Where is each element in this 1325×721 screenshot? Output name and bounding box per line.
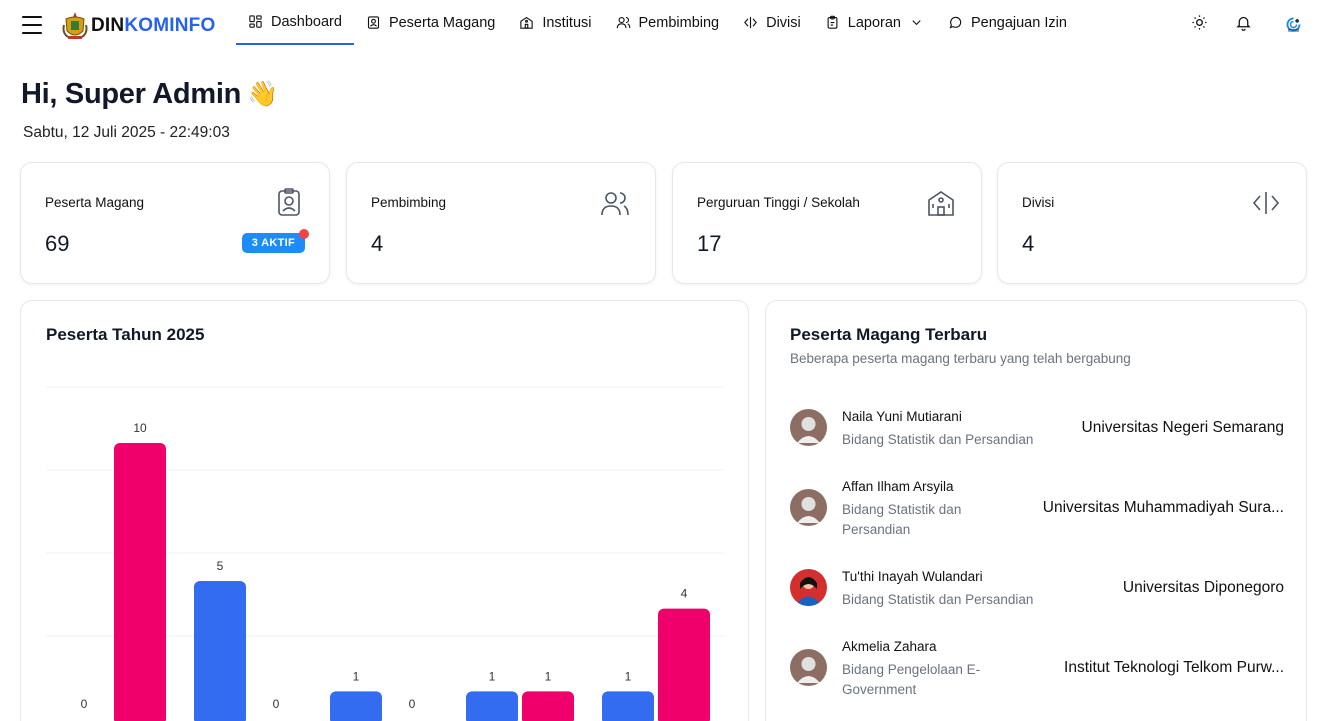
active-badge: 3 AKTIF bbox=[241, 229, 309, 253]
nav-divisi[interactable]: Divisi bbox=[731, 0, 813, 45]
intern-institution: Institut Teknologi Telkom Purw... bbox=[1064, 659, 1284, 676]
menu-toggle-icon[interactable] bbox=[22, 16, 42, 34]
current-datetime: Sabtu, 12 Juli 2025 - 22:49:03 bbox=[23, 124, 230, 141]
list-item[interactable]: Tu'thi Inayah Wulandari Bidang Statistik… bbox=[790, 569, 1284, 619]
stat-label: Perguruan Tinggi / Sekolah bbox=[697, 195, 860, 210]
chart-bar[interactable] bbox=[522, 691, 574, 721]
notification-dot bbox=[299, 229, 309, 239]
stat-label: Pembimbing bbox=[371, 195, 447, 210]
stat-label: Divisi bbox=[1022, 195, 1055, 210]
sun-icon bbox=[1192, 15, 1207, 30]
intern-name: Akmelia Zahara bbox=[842, 639, 937, 654]
stat-value: 69 bbox=[45, 231, 70, 256]
stat-value: 4 bbox=[1022, 231, 1035, 256]
users-icon bbox=[616, 16, 630, 29]
stat-card-divisi[interactable]: Divisi 4 bbox=[997, 162, 1307, 284]
avatar bbox=[790, 489, 827, 526]
users-icon bbox=[599, 187, 631, 219]
intern-institution: Universitas Negeri Semarang bbox=[1081, 419, 1284, 436]
intern-division: Bidang Statistik dan Persandian bbox=[842, 592, 1034, 607]
bar-value-label: 4 bbox=[681, 587, 688, 601]
chart-bar[interactable] bbox=[114, 443, 166, 721]
avatar bbox=[790, 649, 827, 686]
id-card-icon bbox=[273, 187, 305, 219]
nav-institusi[interactable]: Institusi bbox=[507, 0, 603, 45]
list-item[interactable]: Affan Ilham Arsyila Bidang Statistik dan… bbox=[790, 479, 1284, 539]
stat-card-peserta[interactable]: Peserta Magang 69 3 AKTIF bbox=[20, 162, 330, 284]
intern-division: Bidang Pengelolaan E-Government bbox=[842, 662, 981, 697]
bar-value-label: 5 bbox=[217, 559, 224, 573]
nav-peserta-magang[interactable]: Peserta Magang bbox=[354, 0, 507, 45]
navbar-actions bbox=[1191, 10, 1307, 38]
bar-value-label: 0 bbox=[81, 697, 88, 711]
top-navbar: DINKOMINFO Dashboard Peserta Magang Inst… bbox=[0, 0, 1325, 50]
bar-value-label: 0 bbox=[273, 697, 280, 711]
main-nav: Dashboard Peserta Magang Institusi Pembi… bbox=[236, 0, 1079, 45]
chevron-down-icon bbox=[912, 20, 921, 26]
list-item[interactable]: Naila Yuni Mutiarani Bidang Statistik da… bbox=[790, 409, 1284, 459]
bell-icon bbox=[1236, 16, 1251, 31]
intern-division: Bidang Statistik dan Persandian bbox=[842, 432, 1034, 447]
bar-value-label: 1 bbox=[545, 669, 552, 683]
avatar bbox=[790, 409, 827, 446]
chart-title: Peserta Tahun 2025 bbox=[46, 325, 205, 344]
stat-label: Peserta Magang bbox=[45, 195, 145, 210]
page-title: Hi, Super Admin 👋 bbox=[21, 78, 278, 110]
wave-emoji: 👋 bbox=[247, 80, 278, 108]
recent-interns-card: Peserta Magang Terbaru Beberapa peserta … bbox=[765, 300, 1307, 721]
recent-title: Peserta Magang Terbaru bbox=[790, 325, 988, 344]
stat-card-pembimbing[interactable]: Pembimbing 4 bbox=[346, 162, 656, 284]
bar-value-label: 10 bbox=[133, 421, 147, 435]
clipboard-icon bbox=[827, 15, 838, 29]
bar-value-label: 1 bbox=[489, 669, 496, 683]
intern-institution: Universitas Diponegoro bbox=[1122, 579, 1284, 596]
bar-value-label: 0 bbox=[409, 697, 416, 711]
nav-dashboard[interactable]: Dashboard bbox=[236, 0, 354, 45]
brand-logo[interactable]: DINKOMINFO bbox=[62, 11, 215, 41]
list-item[interactable]: Akmelia Zahara Bidang Pengelolaan E-Gove… bbox=[790, 639, 1284, 699]
avatar bbox=[790, 569, 827, 606]
chart-bar[interactable] bbox=[466, 691, 518, 721]
chart-bar[interactable] bbox=[194, 581, 246, 721]
recent-subtitle: Beberapa peserta magang terbaru yang tel… bbox=[790, 351, 1131, 366]
intern-name: Affan Ilham Arsyila bbox=[842, 479, 954, 494]
code-icon bbox=[1250, 187, 1282, 219]
kominfo-logo-icon bbox=[1286, 17, 1300, 32]
chart-bar[interactable] bbox=[602, 691, 654, 721]
chat-icon bbox=[949, 16, 962, 29]
stat-value: 17 bbox=[697, 231, 722, 256]
nav-laporan[interactable]: Laporan bbox=[813, 0, 936, 45]
intern-name: Naila Yuni Mutiarani bbox=[842, 409, 962, 424]
user-avatar[interactable] bbox=[1279, 10, 1307, 38]
chart-bar[interactable] bbox=[330, 691, 382, 721]
bar-value-label: 1 bbox=[353, 669, 360, 683]
code-icon bbox=[744, 16, 757, 29]
nav-pengajuan-izin[interactable]: Pengajuan Izin bbox=[936, 0, 1079, 45]
intern-division: Bidang Statistik dan Persandian bbox=[842, 502, 962, 537]
building-icon bbox=[520, 16, 534, 29]
chart-bar[interactable] bbox=[658, 608, 710, 721]
stat-card-institusi[interactable]: Perguruan Tinggi / Sekolah 17 bbox=[672, 162, 982, 284]
intern-institution: Universitas Muhammadiyah Sura... bbox=[1042, 499, 1284, 516]
chart-card: Peserta Tahun 2025 0 10 5 0 1 0 1 1 1 4 bbox=[20, 300, 749, 721]
brand-name: DINKOMINFO bbox=[91, 15, 216, 36]
nav-pembimbing[interactable]: Pembimbing bbox=[604, 0, 732, 45]
stat-value: 4 bbox=[371, 231, 384, 256]
intern-name: Tu'thi Inayah Wulandari bbox=[842, 569, 983, 584]
dashboard-icon bbox=[249, 15, 262, 28]
id-card-icon bbox=[367, 16, 379, 29]
building-icon bbox=[925, 187, 957, 219]
theme-toggle-button[interactable] bbox=[1191, 14, 1211, 34]
emblem-icon bbox=[62, 12, 88, 39]
notifications-button[interactable] bbox=[1235, 14, 1255, 34]
bar-value-label: 1 bbox=[625, 669, 632, 683]
